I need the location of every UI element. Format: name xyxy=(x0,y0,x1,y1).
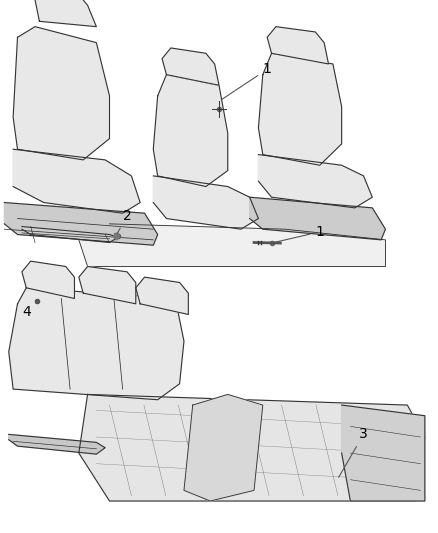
Polygon shape xyxy=(22,227,118,243)
Polygon shape xyxy=(9,288,184,400)
Polygon shape xyxy=(79,266,136,304)
Polygon shape xyxy=(13,149,140,213)
Text: 3: 3 xyxy=(339,427,368,477)
Polygon shape xyxy=(153,75,228,187)
Polygon shape xyxy=(250,197,385,240)
Text: 1: 1 xyxy=(221,62,272,100)
Polygon shape xyxy=(267,27,328,64)
Text: 4: 4 xyxy=(22,301,37,319)
Polygon shape xyxy=(162,48,219,85)
Polygon shape xyxy=(4,203,158,245)
Text: 1: 1 xyxy=(274,225,324,243)
Polygon shape xyxy=(13,27,110,160)
Text: 2: 2 xyxy=(117,209,131,233)
Polygon shape xyxy=(342,405,425,501)
Polygon shape xyxy=(79,394,425,501)
Polygon shape xyxy=(35,0,96,27)
Polygon shape xyxy=(184,394,263,501)
Polygon shape xyxy=(258,53,342,165)
Polygon shape xyxy=(9,434,105,454)
Polygon shape xyxy=(258,155,372,208)
Polygon shape xyxy=(136,277,188,314)
Polygon shape xyxy=(22,261,74,298)
Polygon shape xyxy=(153,176,258,229)
Polygon shape xyxy=(79,224,385,266)
